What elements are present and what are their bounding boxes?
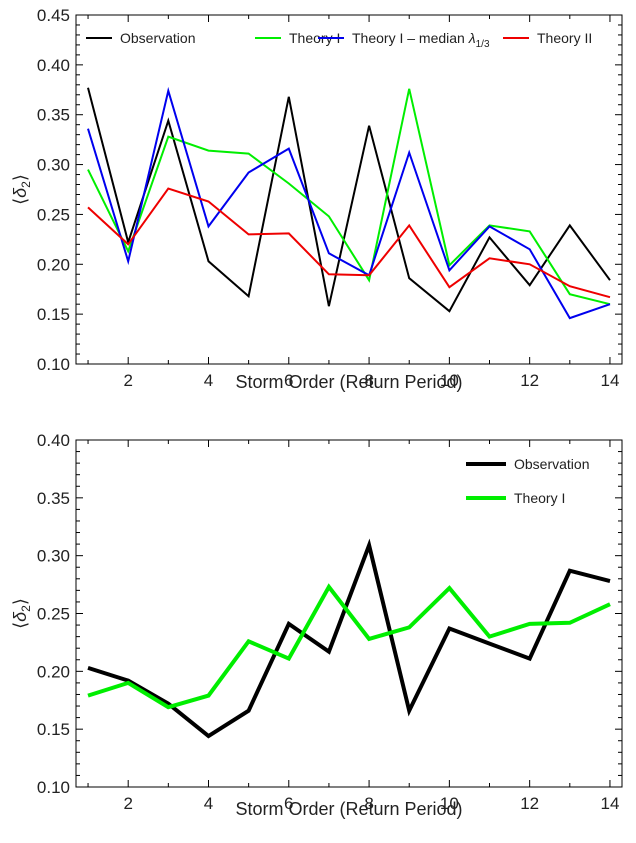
legend-label: Observation (514, 456, 589, 472)
x-tick-label: 10 (440, 371, 459, 390)
x-tick-label: 6 (284, 794, 293, 813)
x-tick-label: 12 (520, 371, 539, 390)
y-tick-label: 0.35 (37, 489, 70, 508)
series-line-theory-i-median (87, 86, 611, 320)
plot-frame (75, 14, 623, 365)
y-tick-label: 0.45 (37, 6, 70, 25)
x-tick-label: 6 (284, 371, 293, 390)
x-axis-label: Storm Order (Return Period) (235, 372, 462, 392)
x-axis-label: Storm Order (Return Period) (235, 799, 462, 819)
series-line-theory-ii (87, 187, 611, 299)
series-line-observation (87, 538, 611, 739)
x-tick-label: 8 (364, 794, 373, 813)
y-tick-label: 0.20 (37, 255, 70, 274)
y-tick-label: 0.30 (37, 156, 70, 175)
x-tick-label: 4 (204, 371, 213, 390)
x-tick-label: 8 (364, 371, 373, 390)
series-line-observation (87, 87, 611, 313)
legend-label: Observation (120, 30, 195, 46)
x-tick-label: 2 (123, 794, 132, 813)
x-tick-label: 14 (600, 371, 619, 390)
y-tick-label: 0.25 (37, 205, 70, 224)
y-tick-label: 0.40 (37, 431, 70, 450)
y-tick-label: 0.20 (37, 662, 70, 681)
x-tick-label: 4 (204, 794, 213, 813)
x-tick-label: 12 (520, 794, 539, 813)
y-tick-label: 0.15 (37, 305, 70, 324)
series-line-theory-i (87, 583, 611, 710)
y-tick-label: 0.10 (37, 355, 70, 374)
x-tick-label: 10 (440, 794, 459, 813)
y-axis-label: ⟨δ2⟩ (10, 174, 33, 205)
legend-label: Theory I (289, 30, 340, 46)
y-tick-label: 0.40 (37, 56, 70, 75)
y-tick-label: 0.35 (37, 106, 70, 125)
y-tick-label: 0.10 (37, 778, 70, 797)
y-tick-label: 0.15 (37, 720, 70, 739)
x-tick-label: 14 (600, 794, 619, 813)
top-chart-panel: 2 4 6 8 10 12 14 0.10 0.15 0.20 0.25 0.30 0.35 0.40 0.… (10, 6, 623, 392)
y-axis-label: ⟨δ2⟩ (10, 598, 33, 629)
legend-label: Theory I – median λ1/3 (352, 30, 490, 50)
series-line-theory-i (87, 88, 611, 306)
legend-label: Theory I (514, 490, 565, 506)
y-tick-label: 0.30 (37, 547, 70, 566)
x-tick-label: 2 (123, 371, 132, 390)
bottom-chart-panel: 2 4 6 8 10 12 14 0.10 0.15 0.20 0.25 0.30 0.35 0.40 St… (10, 431, 623, 819)
y-tick-label: 0.25 (37, 605, 70, 624)
legend-label: Theory II (537, 30, 592, 46)
